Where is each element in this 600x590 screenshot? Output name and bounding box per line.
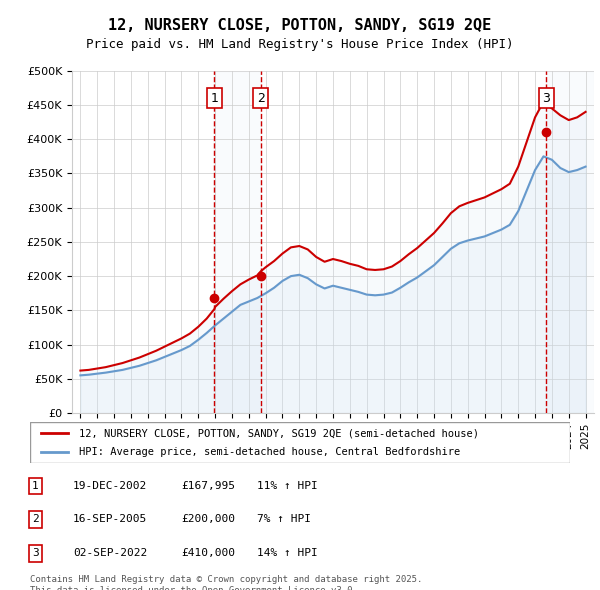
Text: £200,000: £200,000	[181, 514, 235, 525]
Text: Price paid vs. HM Land Registry's House Price Index (HPI): Price paid vs. HM Land Registry's House …	[86, 38, 514, 51]
Text: HPI: Average price, semi-detached house, Central Bedfordshire: HPI: Average price, semi-detached house,…	[79, 447, 460, 457]
Text: 11% ↑ HPI: 11% ↑ HPI	[257, 481, 317, 491]
Text: 1: 1	[211, 91, 218, 104]
Text: 14% ↑ HPI: 14% ↑ HPI	[257, 548, 317, 558]
Text: £167,995: £167,995	[181, 481, 235, 491]
Bar	[547, 71, 594, 413]
Text: 19-DEC-2002: 19-DEC-2002	[73, 481, 148, 491]
Text: 3: 3	[32, 548, 39, 558]
Text: 7% ↑ HPI: 7% ↑ HPI	[257, 514, 311, 525]
Text: £410,000: £410,000	[181, 548, 235, 558]
Bar	[214, 71, 261, 413]
Text: 2: 2	[32, 514, 39, 525]
Text: 3: 3	[542, 91, 550, 104]
Text: 12, NURSERY CLOSE, POTTON, SANDY, SG19 2QE: 12, NURSERY CLOSE, POTTON, SANDY, SG19 2…	[109, 18, 491, 32]
FancyBboxPatch shape	[30, 422, 570, 463]
Text: 1: 1	[32, 481, 39, 491]
Text: 12, NURSERY CLOSE, POTTON, SANDY, SG19 2QE (semi-detached house): 12, NURSERY CLOSE, POTTON, SANDY, SG19 2…	[79, 428, 479, 438]
Text: Contains HM Land Registry data © Crown copyright and database right 2025.
This d: Contains HM Land Registry data © Crown c…	[30, 575, 422, 590]
Text: 16-SEP-2005: 16-SEP-2005	[73, 514, 148, 525]
Text: 2: 2	[257, 91, 265, 104]
Text: 02-SEP-2022: 02-SEP-2022	[73, 548, 148, 558]
